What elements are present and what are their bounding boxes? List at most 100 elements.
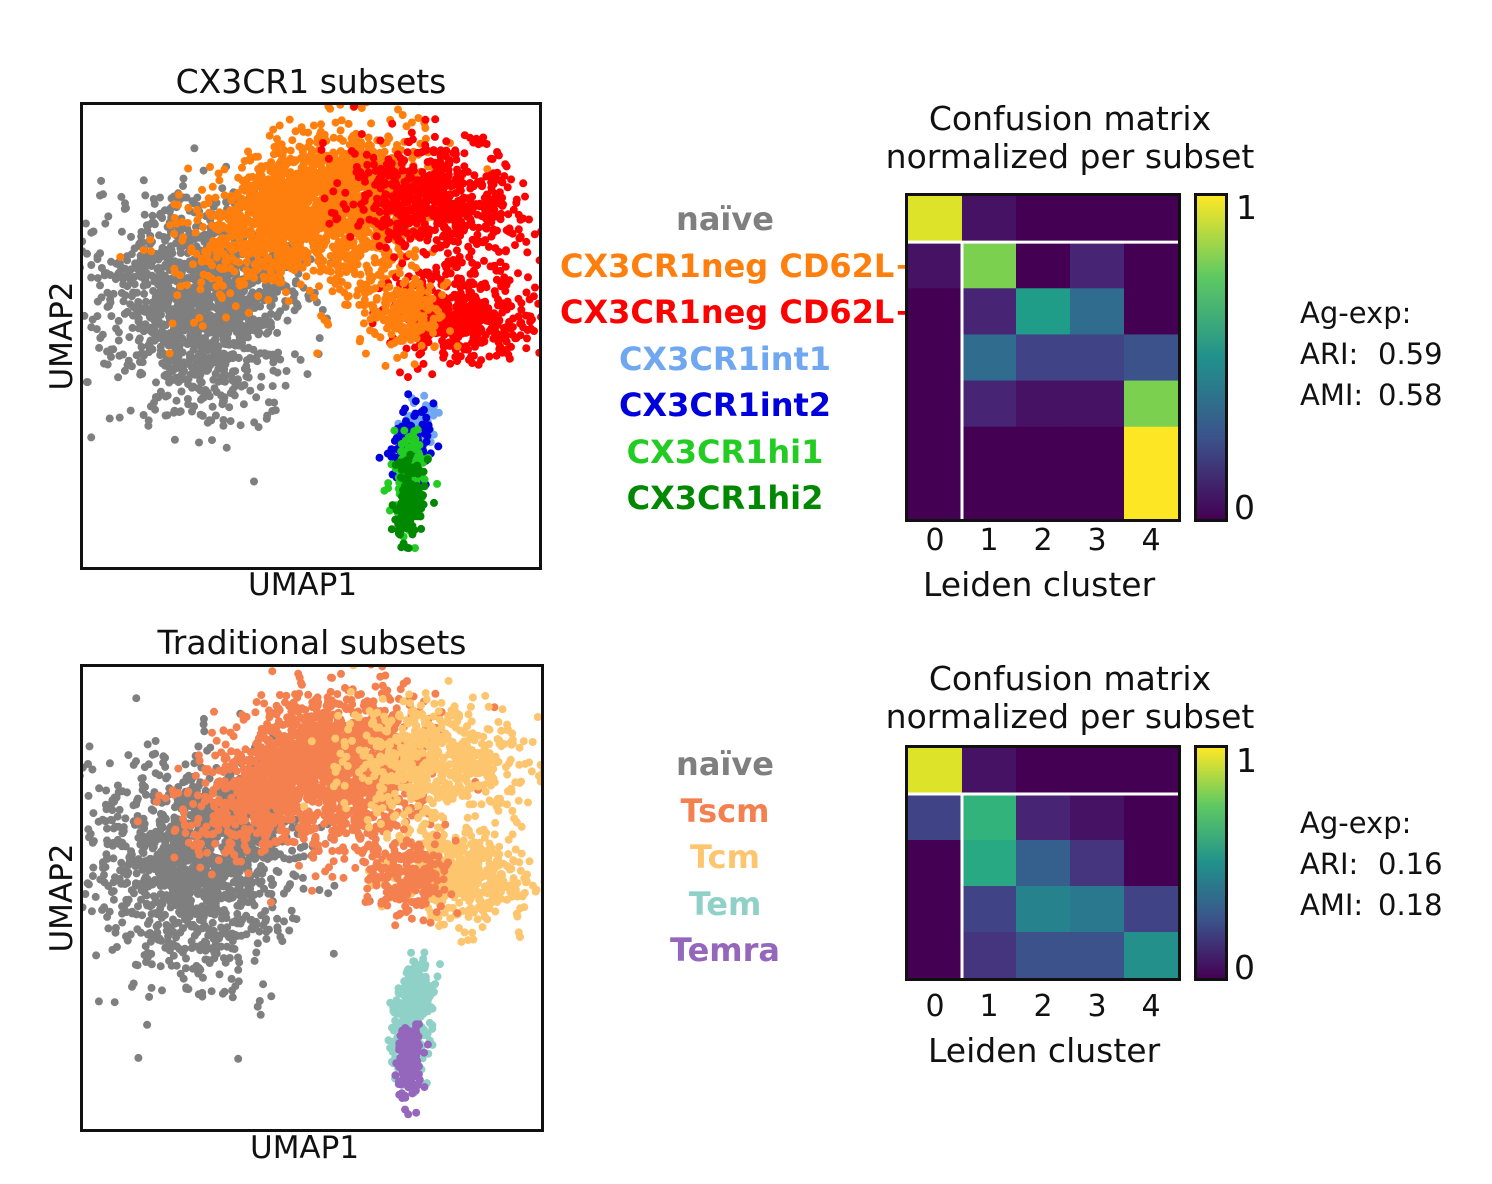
cm-top-cell <box>1016 426 1071 474</box>
umap-bottom-xlabel: UMAP1 <box>250 1130 360 1166</box>
cm-top-cell <box>908 472 963 519</box>
umap-bottom-title: Traditional subsets <box>157 623 467 662</box>
cm-bottom-title-line: Confusion matrix <box>928 659 1212 698</box>
cm-bottom-cell <box>908 748 963 795</box>
cm-bottom-xtick: 2 <box>1033 989 1053 1024</box>
cm-top-cell <box>1124 196 1178 243</box>
bottom-legend-item: Tem <box>688 884 762 923</box>
umap-top-plot <box>80 102 542 570</box>
cm-top-matrix <box>905 193 1181 522</box>
cm-bottom-xlabel: Leiden cluster <box>928 1031 1161 1070</box>
ari-value: 0.59 <box>1378 337 1443 371</box>
cm-bottom-cell <box>962 932 1017 978</box>
cm-bottom-cell <box>1016 886 1071 933</box>
cm-bottom-colorbar-max: 1 <box>1236 741 1257 780</box>
umap-top-title: CX3CR1 subsets <box>175 62 447 101</box>
cm-top-xtick: 3 <box>1087 523 1107 558</box>
cm-top-xlabel: Leiden cluster <box>923 565 1156 604</box>
cm-top-cell <box>908 380 963 428</box>
cm-top-cell <box>1016 380 1071 428</box>
cm-bottom-cell <box>908 932 963 978</box>
cm-top-colorbar-min: 0 <box>1234 488 1255 527</box>
top-legend-item: CX3CR1neg CD62L+ <box>560 246 922 285</box>
cm-top-cell <box>1124 472 1178 519</box>
cm-top-title: Confusion matrix normalized per subset <box>880 100 1260 176</box>
cm-top-cell <box>1016 196 1071 243</box>
bottom-legend-item: Temra <box>670 931 780 969</box>
cm-top-cell <box>1124 426 1178 474</box>
cm-bottom-cell <box>962 886 1017 933</box>
cm-bottom-cell <box>1124 840 1178 887</box>
top-legend-item: CX3CR1int1 <box>618 339 832 378</box>
top-legend-item: CX3CR1hi1 <box>626 432 824 471</box>
cm-top-cell <box>1070 334 1125 382</box>
cm-bottom-xtick: 4 <box>1141 989 1161 1024</box>
cm-top-xtick: 0 <box>925 523 945 558</box>
cm-top-xtick: 1 <box>979 523 999 558</box>
cm-top-cell <box>1124 380 1178 428</box>
cm-top-cell <box>1070 472 1125 519</box>
cm-bottom-cell <box>1070 840 1125 887</box>
cm-top-cell <box>1070 288 1125 335</box>
bottom-legend-item: Tcm <box>690 838 760 876</box>
umap-bottom-ylabel: UMAP2 <box>44 843 80 953</box>
umap-top-cluster <box>387 450 438 553</box>
top-legend-item: CX3CR1int2 <box>618 386 832 424</box>
cm-bottom-cell <box>1070 886 1125 933</box>
cm-bottom-cell <box>962 840 1017 887</box>
cm-top-cell <box>962 426 1017 474</box>
cm-top-cell <box>962 288 1017 335</box>
ami-value: 0.58 <box>1378 378 1443 412</box>
umap-top-xlabel: UMAP1 <box>248 567 358 603</box>
cm-top-title-line: Confusion matrix <box>928 99 1212 138</box>
cm-bottom-cell <box>908 886 963 933</box>
cm-top-cell <box>908 334 963 382</box>
cm-bottom-cell <box>908 794 963 841</box>
cm-top-xtick: 2 <box>1033 523 1053 558</box>
cm-bottom-cell <box>1016 932 1071 978</box>
cm-top-colorbar <box>1194 193 1228 522</box>
cm-top-cell <box>1016 288 1071 335</box>
cm-bottom-colorbar-min: 0 <box>1234 948 1255 987</box>
cm-bottom-cell <box>1070 932 1125 978</box>
cm-top-cell <box>1124 288 1178 335</box>
cm-top-cell <box>962 242 1017 289</box>
ari-label: ARI: <box>1300 337 1359 371</box>
cm-bottom-cell <box>1124 932 1178 978</box>
cm-bottom-cell <box>962 748 1017 795</box>
cm-top-cell <box>908 426 963 474</box>
umap-bottom-cluster <box>300 667 541 853</box>
cm-bottom-title: Confusion matrix normalized per subset <box>880 660 1260 736</box>
umap-top-cluster <box>353 250 462 370</box>
ami-label: AMI: <box>1300 888 1364 922</box>
bottom-legend-item: Tscm <box>680 791 770 830</box>
umap-bottom-cluster <box>308 820 462 930</box>
cm-bottom-cell <box>1016 794 1071 841</box>
cm-top-cell <box>962 472 1017 519</box>
top-legend-item: CX3CR1hi2 <box>626 479 824 517</box>
cm-bottom-cell <box>1070 794 1125 841</box>
ami-value: 0.18 <box>1378 888 1443 922</box>
cm-top-xtick: 4 <box>1141 523 1161 558</box>
legend-top: naïve CX3CR1neg CD62L+ CX3CR1neg CD62L− CX3… <box>560 196 922 522</box>
top-legend-item: naïve <box>676 200 774 238</box>
cm-top-cell <box>962 196 1017 243</box>
cm-top-cell <box>1124 242 1178 289</box>
metrics-bottom: Ag-exp: ARI: 0.16 AMI: 0.18 <box>1300 803 1443 926</box>
cm-top-cell <box>1016 334 1071 382</box>
umap-top-scatter <box>83 105 539 553</box>
cm-bottom-cell <box>1124 794 1178 841</box>
cm-bottom-xtick: 3 <box>1087 989 1107 1024</box>
cm-bottom-cell <box>1070 748 1125 795</box>
cm-bottom-cell <box>1016 840 1071 887</box>
cm-bottom-cell <box>908 840 963 887</box>
cm-top-cell <box>1016 242 1071 289</box>
cm-bottom-cell <box>1124 748 1178 795</box>
legend-bottom: naïve Tscm Tcm Tem Temra <box>560 741 890 974</box>
cm-top-cell <box>908 242 963 289</box>
umap-bottom-scatter <box>83 667 541 1119</box>
cm-top-cell <box>1070 242 1125 289</box>
metrics-top-header: Ag-exp: <box>1300 296 1412 330</box>
cm-bottom-matrix <box>905 745 1181 981</box>
metrics-bottom-header: Ag-exp: <box>1300 806 1412 840</box>
